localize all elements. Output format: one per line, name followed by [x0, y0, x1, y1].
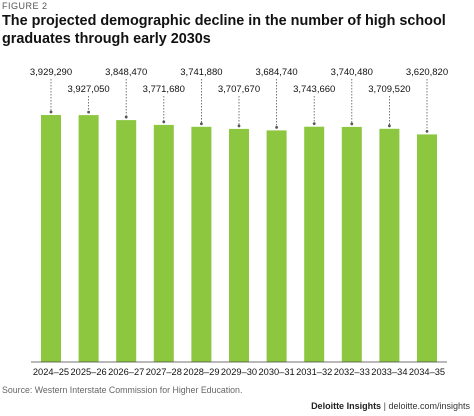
value-connector-dot: [312, 122, 316, 126]
bar-2026–27: [116, 120, 137, 362]
data-label: 3,743,660: [293, 84, 335, 95]
bar-2025–26: [78, 115, 99, 362]
x-tick-label: 2025–26: [70, 367, 106, 377]
value-connector-dot: [237, 124, 241, 128]
value-connector-dot: [350, 122, 354, 126]
data-label: 3,707,670: [218, 84, 260, 95]
data-label: 3,741,880: [180, 67, 222, 78]
value-connector-dot: [388, 124, 391, 128]
footer-separator: |: [383, 401, 386, 411]
bar-2033–34: [379, 128, 400, 362]
bar-2029–30: [229, 128, 249, 362]
x-tick-label: 2028–29: [183, 367, 219, 377]
bar-2027–28: [153, 124, 174, 363]
x-tick-label: 2033–34: [371, 367, 407, 377]
x-tick-label: 2034–35: [409, 367, 445, 377]
bar-2031–32: [304, 126, 325, 362]
x-tick-label: 2024–25: [33, 367, 69, 377]
x-tick-label: 2029–30: [221, 367, 257, 377]
footer-site-link[interactable]: deloitte.com/insights: [388, 401, 470, 411]
value-connector-dot: [200, 122, 203, 126]
data-label: 3,620,820: [406, 67, 448, 78]
value-connector-dot: [87, 110, 90, 114]
data-label: 3,709,520: [368, 84, 410, 95]
value-connector-dot: [49, 110, 53, 114]
bar-2024–25: [41, 115, 61, 362]
chart-title: The projected demographic decline in the…: [2, 13, 446, 47]
data-label: 3,740,480: [331, 67, 373, 78]
brand-name: Deloitte Insights: [311, 401, 382, 411]
data-label: 3,848,470: [105, 67, 147, 78]
bar-2030–31: [266, 130, 287, 362]
x-tick-label: 2030–31: [258, 367, 294, 377]
value-connector-dot: [425, 129, 429, 133]
x-tick-label: 2026–27: [108, 367, 144, 377]
x-tick-label: 2027–28: [146, 367, 182, 377]
value-connector-dot: [124, 115, 128, 119]
x-tick-label: 2032–33: [334, 367, 370, 377]
data-label: 3,929,290: [30, 67, 72, 78]
figure-label: FIGURE 2: [2, 1, 48, 11]
data-label: 3,684,740: [255, 67, 297, 78]
data-label: 3,771,680: [143, 84, 185, 95]
source-note: Source: Western Interstate Commission fo…: [2, 385, 243, 395]
value-connector-dot: [162, 120, 166, 124]
bar-2034–35: [417, 134, 437, 362]
bar-2032–33: [341, 126, 362, 363]
x-tick-label: 2031–32: [296, 367, 332, 377]
data-label: 3,927,050: [67, 84, 109, 95]
footer-credit: Deloitte Insights | deloitte.com/insight…: [311, 401, 470, 411]
bar-2028–29: [191, 126, 212, 362]
value-connector-dot: [275, 125, 278, 129]
